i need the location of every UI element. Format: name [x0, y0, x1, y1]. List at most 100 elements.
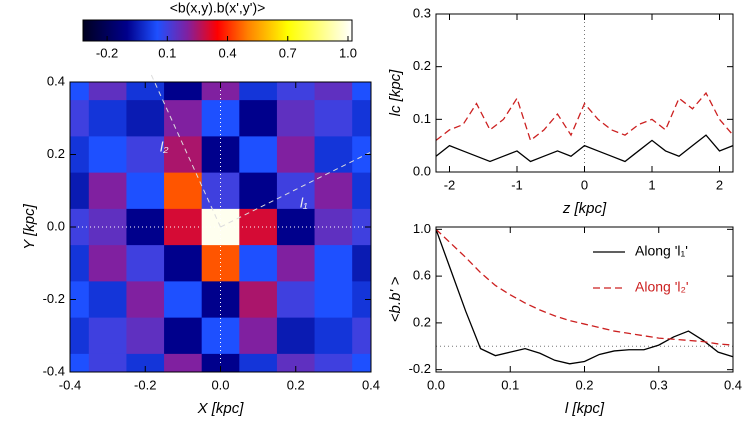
heat-cell: [70, 245, 90, 282]
heat-cell: [239, 281, 278, 319]
heat-cell: [164, 353, 203, 372]
heat-cell: [276, 82, 316, 101]
y-axis-label: Y [kpc]: [21, 203, 38, 249]
series-line: [435, 228, 734, 346]
heat-cell: [88, 317, 127, 355]
x-tick-label: -0.2: [134, 377, 156, 392]
x-tick-label: 0.0: [427, 377, 445, 392]
heat-cell: [70, 172, 90, 210]
x-axis-label: z [kpc]: [562, 200, 607, 217]
heat-cell: [276, 172, 316, 210]
heat-cell: [88, 281, 127, 319]
heat-cell: [164, 136, 203, 174]
heat-cell: [239, 317, 278, 355]
heat-cell: [126, 317, 165, 355]
heat-cell: [164, 100, 203, 137]
heat-cell: [88, 245, 127, 282]
heat-cell: [88, 82, 127, 101]
heat-cell: [314, 353, 353, 372]
l2-guide: [149, 71, 221, 228]
heat-cell: [314, 172, 353, 210]
legend-label: Along 'l₁': [635, 243, 688, 259]
l1-guide: [220, 151, 372, 228]
series-line: [435, 91, 734, 142]
heat-cell: [314, 245, 353, 282]
chart-title: <b(x,y).b(x',y')>: [170, 0, 266, 16]
heat-cell: [201, 317, 240, 355]
y-tick-label: 0.2: [47, 146, 65, 161]
y-tick-label: 1.0: [413, 221, 431, 236]
heat-cell: [276, 208, 316, 246]
heat-cell: [239, 82, 278, 101]
x-tick-label: 0.1: [501, 377, 519, 392]
x-tick-label: -0.4: [59, 377, 81, 392]
x-tick-label: 0.4: [724, 377, 742, 392]
x-tick-label: 0: [581, 177, 588, 192]
heat-cell: [88, 172, 127, 210]
heat-cell: [276, 100, 316, 137]
heat-cell: [70, 353, 90, 372]
y-tick-label: 0.4: [47, 73, 65, 88]
heat-cell: [314, 317, 353, 355]
heat-cell: [314, 82, 353, 101]
heat-cell: [314, 100, 353, 137]
heat-cell: [70, 281, 90, 319]
colorbar-tick-label: -0.2: [96, 45, 118, 60]
heat-cell: [126, 281, 165, 319]
heat-cell: [126, 136, 165, 174]
x-tick-label: -1: [511, 177, 523, 192]
heat-cell: [70, 82, 90, 101]
heat-cell: [276, 136, 316, 174]
heat-cell: [352, 172, 371, 210]
heat-cell: [239, 353, 278, 372]
heat-cell: [164, 172, 203, 210]
heat-cell: [352, 281, 371, 319]
heat-cell: [352, 100, 371, 137]
colorbar: [82, 19, 353, 42]
y-tick-label: 0.1: [413, 111, 431, 126]
heat-cell: [126, 172, 165, 210]
x-tick-label: 2: [716, 177, 723, 192]
y-tick-label: 0.6: [413, 268, 431, 283]
plot-frame: [435, 226, 734, 373]
heat-cell: [276, 353, 316, 372]
colorbar-tick-label: 0.4: [218, 45, 236, 60]
x-tick-label: 0.2: [575, 377, 593, 392]
heat-cell: [164, 245, 203, 282]
heat-cell: [70, 100, 90, 137]
colorbar-tick-label: 1.0: [339, 45, 357, 60]
y-tick-label: -0.2: [43, 291, 65, 306]
y-tick-label: 0.0: [413, 163, 431, 178]
annotation: l₂: [160, 139, 169, 155]
y-tick-label: 0.0: [47, 218, 65, 233]
heat-cell: [276, 281, 316, 319]
series-line: [435, 134, 734, 163]
colorbar-tick-label: 0.7: [279, 45, 297, 60]
heat-cell: [88, 136, 127, 174]
heat-cell: [352, 208, 371, 246]
heat-cell: [239, 245, 278, 282]
x-tick-label: -2: [444, 177, 456, 192]
series-line: [435, 229, 734, 365]
heat-cell: [70, 317, 90, 355]
heat-cell: [88, 100, 127, 137]
y-tick-label: -0.2: [409, 361, 431, 376]
heat-cell: [126, 82, 165, 101]
heat-cell: [276, 245, 316, 282]
heat-cell: [164, 208, 203, 246]
x-tick-label: 1: [648, 177, 655, 192]
heat-cell: [352, 82, 371, 101]
heat-cell: [239, 100, 278, 137]
heat-cell: [88, 208, 127, 246]
colorbar-tick-label: 0.1: [158, 45, 176, 60]
heat-cell: [164, 281, 203, 319]
heat-cell: [70, 208, 90, 246]
heat-cell: [126, 245, 165, 282]
heat-cell: [201, 82, 240, 101]
x-tick-label: 0.3: [650, 377, 668, 392]
heat-cell: [352, 353, 371, 372]
heat-cell: [352, 317, 371, 355]
heat-cell: [164, 317, 203, 355]
x-tick-label: 0.0: [211, 377, 229, 392]
